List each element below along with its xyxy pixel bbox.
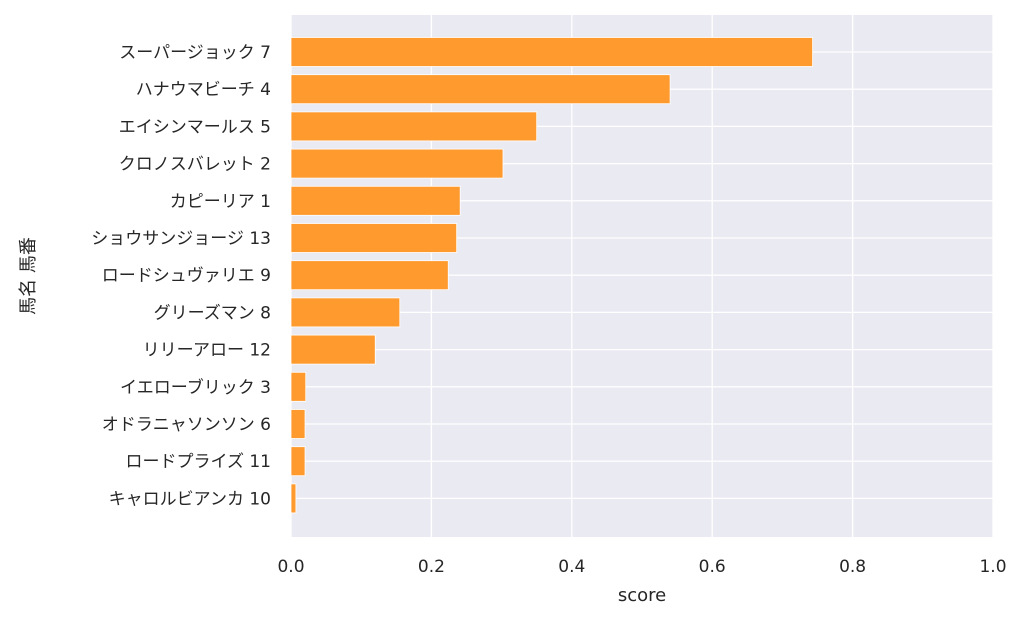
- bar: [290, 260, 449, 291]
- bar: [290, 74, 671, 105]
- x-tick-labels: 0.0 0.2 0.4 0.6 0.8 1.0: [277, 557, 1006, 577]
- bar: [290, 297, 401, 328]
- y-axis-title: 馬名 馬番: [18, 237, 39, 315]
- category-label: キャロルビアンカ 10: [109, 489, 271, 509]
- bar: [290, 446, 306, 477]
- category-label: オドラニャソンソン 6: [102, 415, 271, 435]
- x-tick-label: 0.8: [839, 557, 866, 577]
- bar: [290, 409, 306, 439]
- category-label: ロードプライズ 11: [125, 452, 271, 472]
- bar: [290, 483, 297, 514]
- category-label: スーパージョック 7: [119, 43, 271, 63]
- category-label: カピーリア 1: [170, 192, 271, 212]
- category-label: エイシンマールス 5: [119, 117, 271, 137]
- x-tick-label: 0.6: [699, 557, 726, 577]
- bar: [290, 223, 458, 253]
- category-labels: スーパージョック 7 ハナウマビーチ 4 エイシンマールス 5 クロノスバレット 2 カ…: [91, 43, 271, 509]
- category-label: ロードシュヴァリエ 9: [102, 266, 271, 286]
- x-tick-label: 1.0: [979, 557, 1006, 577]
- bar: [290, 148, 504, 179]
- bar: [290, 371, 307, 402]
- bar: [290, 334, 376, 365]
- category-label: ショウサンジョージ 13: [91, 229, 271, 249]
- x-tick-label: 0.2: [418, 557, 445, 577]
- category-label: クロノスバレット 2: [119, 155, 271, 175]
- category-label: リリーアロー 12: [143, 341, 271, 361]
- x-tick-label: 0.4: [558, 557, 585, 577]
- bar: [290, 111, 538, 142]
- category-label: イエローブリック 3: [120, 377, 271, 398]
- category-label: ハナウマビーチ 4: [136, 80, 271, 100]
- bars: [290, 37, 813, 514]
- bar: [290, 185, 461, 216]
- x-axis-title: score: [618, 585, 666, 606]
- bar: [290, 37, 813, 67]
- category-label: グリーズマン 8: [154, 303, 271, 323]
- x-tick-label: 0.0: [277, 557, 304, 577]
